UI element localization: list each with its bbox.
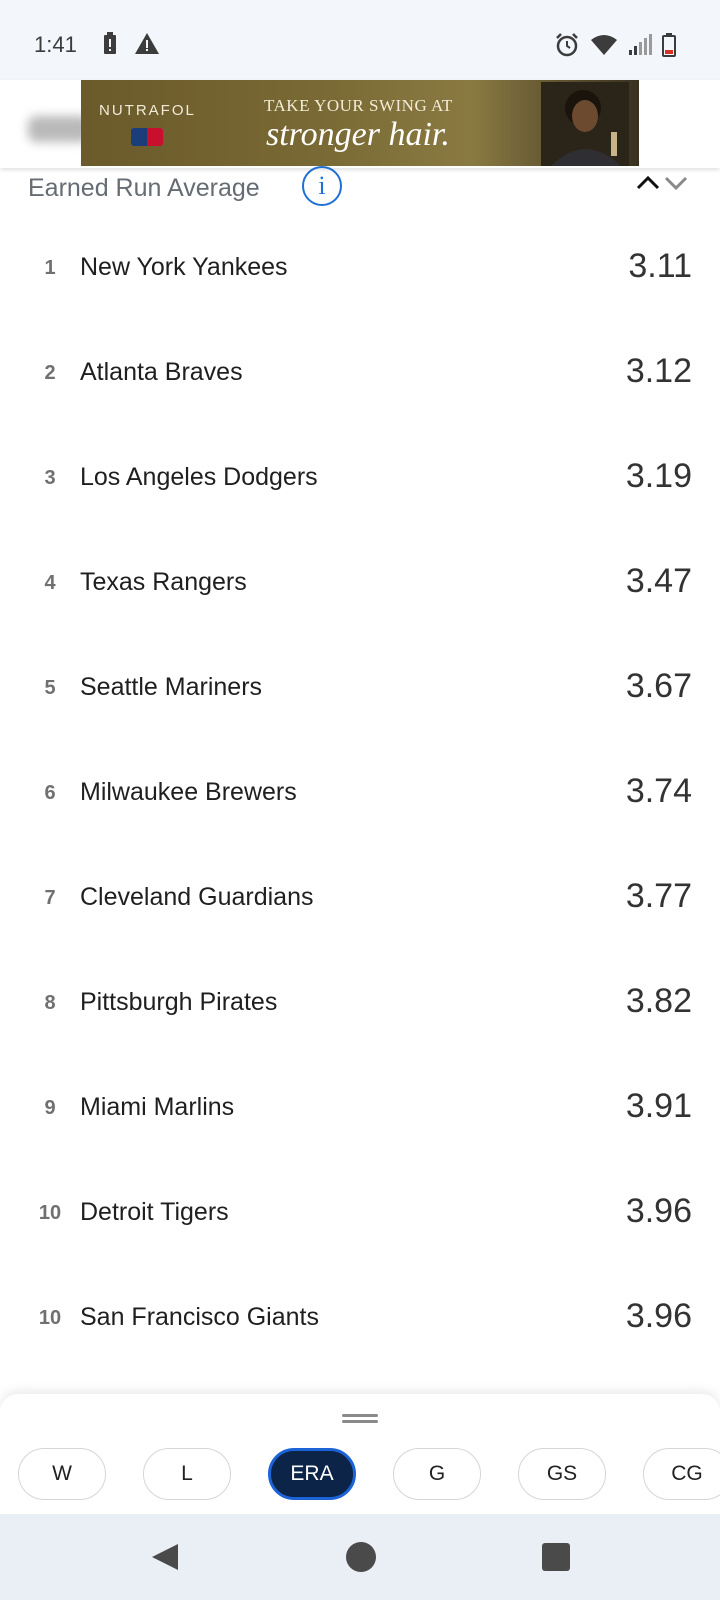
stat-value: 3.82: [625, 982, 692, 1020]
stat-chips: W L ERA G GS CG: [18, 1448, 720, 1500]
stat-value: 3.19: [625, 457, 692, 495]
ad-player-image: [541, 82, 629, 166]
rank: 9: [44, 1097, 56, 1119]
wifi-icon: [590, 34, 618, 61]
team-name: Atlanta Braves: [80, 358, 243, 386]
rank: 3: [44, 467, 56, 489]
rank: 7: [44, 887, 56, 909]
stat-value: 3.47: [625, 562, 692, 600]
chip-era[interactable]: ERA: [268, 1448, 356, 1500]
ad-brand: NUTRAFOL: [99, 102, 196, 119]
chip-gs[interactable]: GS: [518, 1448, 606, 1500]
signal-icon: [628, 34, 652, 61]
alarm-icon: [554, 32, 580, 63]
team-name: San Francisco Giants: [80, 1303, 319, 1331]
team-name: Cleveland Guardians: [80, 883, 314, 911]
ad-banner[interactable]: NUTRAFOL TAKE YOUR SWING AT stronger hai…: [81, 80, 639, 166]
table-row[interactable]: 9 Miami Marlins 3.91: [0, 1060, 720, 1165]
ad-headline: stronger hair.: [266, 116, 450, 153]
table-row[interactable]: 10 Detroit Tigers 3.96: [0, 1165, 720, 1270]
chip-g[interactable]: G: [393, 1448, 481, 1500]
table-row[interactable]: 3 Los Angeles Dodgers 3.19: [0, 430, 720, 535]
status-right-icons: [554, 32, 676, 63]
battery-low-icon: [662, 33, 676, 62]
team-name: Seattle Mariners: [80, 673, 263, 701]
chip-l[interactable]: L: [143, 1448, 231, 1500]
section-header: Earned Run Average i: [0, 166, 720, 210]
status-bar: 1:41: [0, 0, 720, 80]
stat-value: 3.77: [625, 877, 692, 915]
battery-alert-icon: [102, 32, 118, 61]
rank: 2: [44, 362, 56, 384]
system-nav-bar: [0, 1514, 720, 1600]
rank: 6: [44, 782, 56, 804]
blurred-title: [28, 116, 90, 142]
table-row[interactable]: 10 San Francisco Giants 3.96: [0, 1270, 720, 1375]
ad-tagline: TAKE YOUR SWING AT: [264, 96, 453, 115]
table-row[interactable]: 5 Seattle Mariners 3.67: [0, 640, 720, 745]
table-row[interactable]: 8 Pittsburgh Pirates 3.82: [0, 955, 720, 1060]
status-time: 1:41: [34, 32, 77, 57]
stat-value: 3.11: [628, 247, 692, 285]
info-icon[interactable]: i: [302, 166, 342, 206]
table-row[interactable]: 2 Atlanta Braves 3.12: [0, 325, 720, 430]
team-name: Los Angeles Dodgers: [80, 463, 318, 491]
table-row[interactable]: 7 Cleveland Guardians 3.77: [0, 850, 720, 955]
stat-value: 3.74: [625, 772, 692, 810]
team-name: Detroit Tigers: [80, 1198, 229, 1226]
chevron-up-icon[interactable]: [634, 170, 662, 199]
team-name: Milwaukee Brewers: [80, 778, 297, 806]
table-row[interactable]: 6 Milwaukee Brewers 3.74: [0, 745, 720, 850]
table-row[interactable]: 4 Texas Rangers 3.47: [0, 535, 720, 640]
table-row[interactable]: 1 New York Yankees 3.11: [0, 220, 720, 325]
rank: 10: [38, 1202, 62, 1224]
header: NUTRAFOL TAKE YOUR SWING AT stronger hai…: [0, 80, 720, 168]
rank: 10: [38, 1307, 62, 1329]
status-left-icons: [102, 32, 160, 61]
warning-icon: [134, 32, 160, 61]
era-leaderboard: 1 New York Yankees 3.11 2 Atlanta Braves…: [0, 220, 720, 1375]
team-name: New York Yankees: [80, 253, 288, 281]
stat-value: 3.96: [625, 1297, 692, 1335]
stat-value: 3.67: [625, 667, 692, 705]
chevron-down-icon[interactable]: [662, 170, 690, 199]
stat-value: 3.96: [625, 1192, 692, 1230]
rank: 4: [44, 572, 56, 594]
stat-value: 3.91: [625, 1087, 692, 1125]
team-name: Texas Rangers: [80, 568, 247, 596]
rank: 8: [44, 992, 56, 1014]
chip-cg[interactable]: CG: [643, 1448, 720, 1500]
rank: 1: [44, 257, 56, 279]
home-icon[interactable]: [346, 1542, 376, 1572]
section-title: Earned Run Average: [28, 174, 260, 202]
stat-selector-sheet: W L ERA G GS CG: [0, 1394, 720, 1514]
back-icon[interactable]: [150, 1542, 180, 1577]
sort-controls: [634, 170, 690, 199]
drag-handle[interactable]: [342, 1414, 378, 1424]
rank: 5: [44, 677, 56, 699]
chip-w[interactable]: W: [18, 1448, 106, 1500]
stat-value: 3.12: [625, 352, 692, 390]
mlb-logo-icon: [131, 128, 163, 146]
team-name: Miami Marlins: [80, 1093, 235, 1121]
team-name: Pittsburgh Pirates: [80, 988, 278, 1016]
recents-icon[interactable]: [542, 1543, 570, 1571]
